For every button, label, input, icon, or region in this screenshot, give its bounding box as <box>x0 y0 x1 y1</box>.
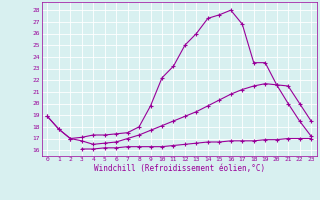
X-axis label: Windchill (Refroidissement éolien,°C): Windchill (Refroidissement éolien,°C) <box>94 164 265 173</box>
